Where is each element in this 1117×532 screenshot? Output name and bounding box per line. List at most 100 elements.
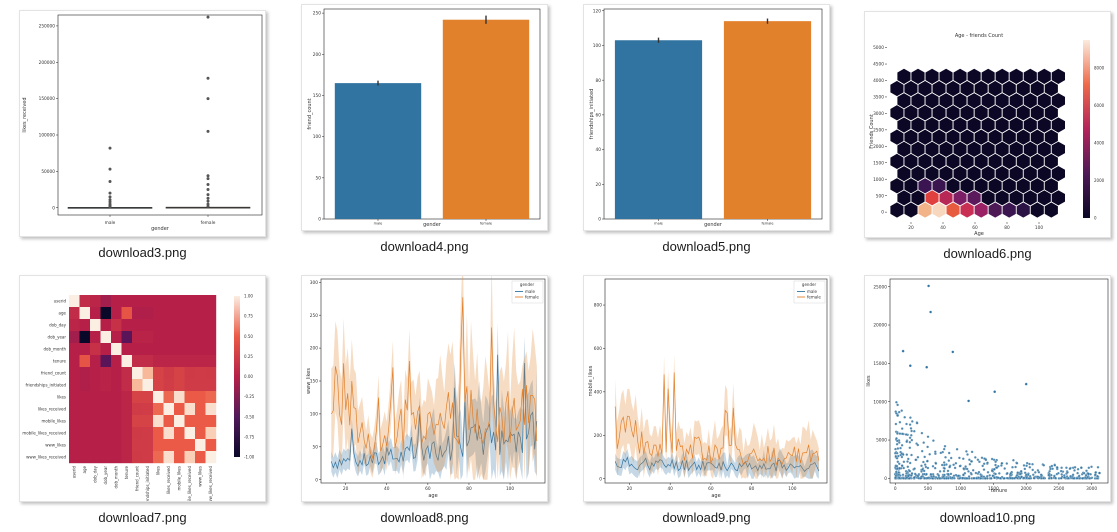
thumbnail-download4[interactable]: 0 50 100 150 200 250 male female gender friend_co… — [301, 4, 548, 231]
scatter-point — [949, 472, 953, 476]
scatter-point — [948, 465, 952, 469]
file-tile-download5[interactable]: 0 20 40 60 80 100 120 male female gender friendshi… — [583, 4, 830, 257]
heatmap-cell — [142, 415, 154, 428]
scatter-point — [895, 451, 899, 455]
file-name-label[interactable]: download6.png — [943, 246, 1032, 261]
heatmap-cell — [174, 307, 185, 320]
heatmap-cell — [153, 307, 164, 320]
legend-label: male — [525, 289, 535, 294]
thumbnail-download7[interactable]: userid userid age age dob_day dob_day dob_year… — [19, 275, 266, 502]
thumbnail-download9[interactable]: 0 200 400 600 800 20 40 60 80 100 age mobile_likes g… — [583, 275, 830, 502]
scatter-point — [1073, 465, 1077, 469]
thumbnail-download3[interactable]: 0 50000 100000 150000 200000 250000 male female… — [19, 10, 266, 237]
legend-box — [511, 280, 544, 304]
file-tile-download8[interactable]: 0 50 100 150 200 250 300 20 40 60 80 100 age www_like… — [301, 275, 548, 528]
heatmap-cell — [111, 439, 122, 452]
file-tile-download10[interactable]: 0 5000 10000 15000 20000 25000 0 500 1000 1500 200… — [864, 275, 1111, 528]
heatmap-cell — [69, 307, 80, 320]
scatter-point — [1090, 465, 1093, 469]
heatmap-cell — [100, 343, 112, 356]
scatter-point — [1047, 477, 1051, 480]
x-tick-label: 2500 — [1053, 486, 1064, 492]
heatmap-cell — [163, 391, 175, 404]
heatmap-cell — [132, 439, 143, 452]
file-tile-download3[interactable]: 0 50000 100000 150000 200000 250000 male female… — [19, 10, 266, 263]
heatmap-cell — [90, 415, 101, 428]
file-name-label[interactable]: download10.png — [939, 510, 1036, 525]
x-tick-label: 40 — [940, 225, 946, 231]
y-tick-label: 400 — [594, 389, 602, 395]
row-label: age — [59, 311, 67, 316]
heatmap-cell — [79, 367, 91, 380]
hexbin-age-friends: Age - friends Count050010001500200025003… — [869, 33, 1105, 237]
y-tick-label: 3500 — [873, 95, 884, 101]
heatmap-cell — [195, 439, 206, 452]
file-name-label[interactable]: download3.png — [98, 245, 187, 260]
scatter-point — [963, 471, 967, 475]
bar-chart-friend-count: 0 50 100 150 200 250 male female gender friend_co… — [307, 8, 541, 228]
heatmap-cell — [121, 427, 133, 440]
y-tick-label: 4000 — [873, 78, 884, 84]
heatmap-cell — [90, 451, 101, 464]
scatter-point — [943, 467, 946, 470]
heatmap-cell — [163, 295, 175, 308]
heatmap-cell — [121, 379, 133, 392]
male-line — [330, 354, 538, 470]
heatmap-cell — [132, 379, 143, 392]
thumbnail-download6[interactable]: Age - friends Count 0 500 1000 1500 2000 2500 3… — [864, 11, 1111, 238]
thumbnail-download8[interactable]: 0 50 100 150 200 250 300 20 40 60 80 100 age www_like… — [301, 275, 548, 502]
outlier-point — [108, 202, 112, 206]
file-tile-download7[interactable]: userid userid age age dob_day dob_day dob_year… — [19, 275, 266, 528]
x-axis-label: gender — [423, 222, 442, 228]
heatmap-cell — [195, 403, 206, 416]
scatter-point — [922, 441, 926, 444]
file-name-label[interactable]: download9.png — [662, 510, 751, 525]
scatter-point — [1095, 477, 1099, 480]
scatter-point — [928, 452, 932, 456]
heatmap-cell — [90, 427, 101, 440]
scatter-point — [1081, 477, 1084, 480]
scatter-point — [920, 431, 924, 435]
x-tick-label: male — [374, 222, 383, 226]
x-tick-label: 100 — [1035, 225, 1043, 231]
heatmap-cell — [205, 319, 217, 332]
scatter-point — [920, 464, 923, 468]
heatmap-cell — [142, 319, 154, 332]
scatter-point — [907, 477, 911, 480]
y-tick-label: 0 — [318, 217, 321, 223]
scatter-point — [899, 446, 902, 450]
scatter-point — [994, 472, 997, 476]
scatter-point — [1069, 474, 1072, 478]
file-tile-download9[interactable]: 0 200 400 600 800 20 40 60 80 100 age mobile_likes g… — [583, 275, 830, 528]
thumbnail-download5[interactable]: 0 20 40 60 80 100 120 male female gender friendshi… — [583, 4, 830, 231]
heatmap-cell — [132, 331, 143, 344]
scatter-point — [906, 465, 910, 469]
file-name-label[interactable]: download7.png — [98, 510, 187, 525]
file-tile-download6[interactable]: Age - friends Count 0 500 1000 1500 2000 2500 3… — [864, 11, 1111, 264]
thumbnail-download10[interactable]: 0 5000 10000 15000 20000 25000 0 500 1000 1500 200… — [864, 275, 1111, 502]
heatmap-cell — [100, 427, 112, 440]
heatmap-cell — [90, 355, 101, 368]
file-tile-download4[interactable]: 0 50 100 150 200 250 male female gender friend_co… — [301, 4, 548, 257]
y-axis-label: Friends Count — [869, 114, 875, 148]
male-confidence-band — [615, 448, 819, 479]
file-name-label[interactable]: download5.png — [662, 239, 751, 254]
heatmap-cell — [195, 379, 206, 392]
file-name-label[interactable]: download8.png — [380, 510, 469, 525]
scatter-point — [1025, 461, 1029, 465]
row-label: dob_year — [48, 335, 67, 340]
colorbar-tick-label: 0.25 — [244, 354, 253, 359]
scatter-point — [931, 464, 935, 468]
scatter-point — [910, 429, 913, 433]
scatter-point — [925, 365, 929, 369]
scatter-point — [1071, 473, 1075, 477]
scatter-point — [1016, 471, 1020, 474]
scatter-point — [1054, 476, 1057, 480]
female-line — [614, 372, 820, 466]
file-name-label[interactable]: download4.png — [380, 239, 469, 254]
heatmap-cell — [111, 427, 122, 440]
heatmap-cell — [79, 379, 91, 392]
scatter-point — [1028, 465, 1032, 469]
column-label: dob_year — [103, 466, 108, 485]
x-tick-label: 80 — [466, 486, 472, 492]
